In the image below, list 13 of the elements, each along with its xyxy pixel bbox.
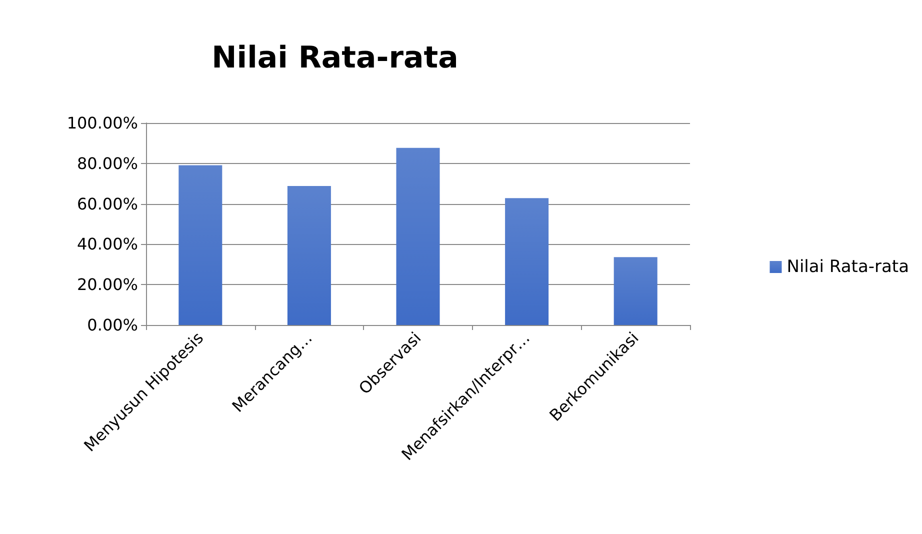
chart-title: Nilai Rata-rata: [212, 40, 458, 76]
y-tick-label: 80.00%: [76, 154, 138, 173]
legend-label: Nilai Rata-rata: [786, 257, 910, 277]
bar: [178, 165, 222, 325]
bar: [287, 186, 331, 325]
y-tick-label: 40.00%: [76, 234, 138, 254]
bar: [614, 257, 658, 325]
bar: [505, 198, 549, 325]
bar: [396, 148, 440, 325]
y-tick-label: 100.00%: [66, 114, 138, 132]
y-tick-label: 60.00%: [76, 194, 138, 214]
y-tick-label: 20.00%: [76, 275, 138, 294]
y-tick-label: 0.00%: [87, 316, 138, 334]
